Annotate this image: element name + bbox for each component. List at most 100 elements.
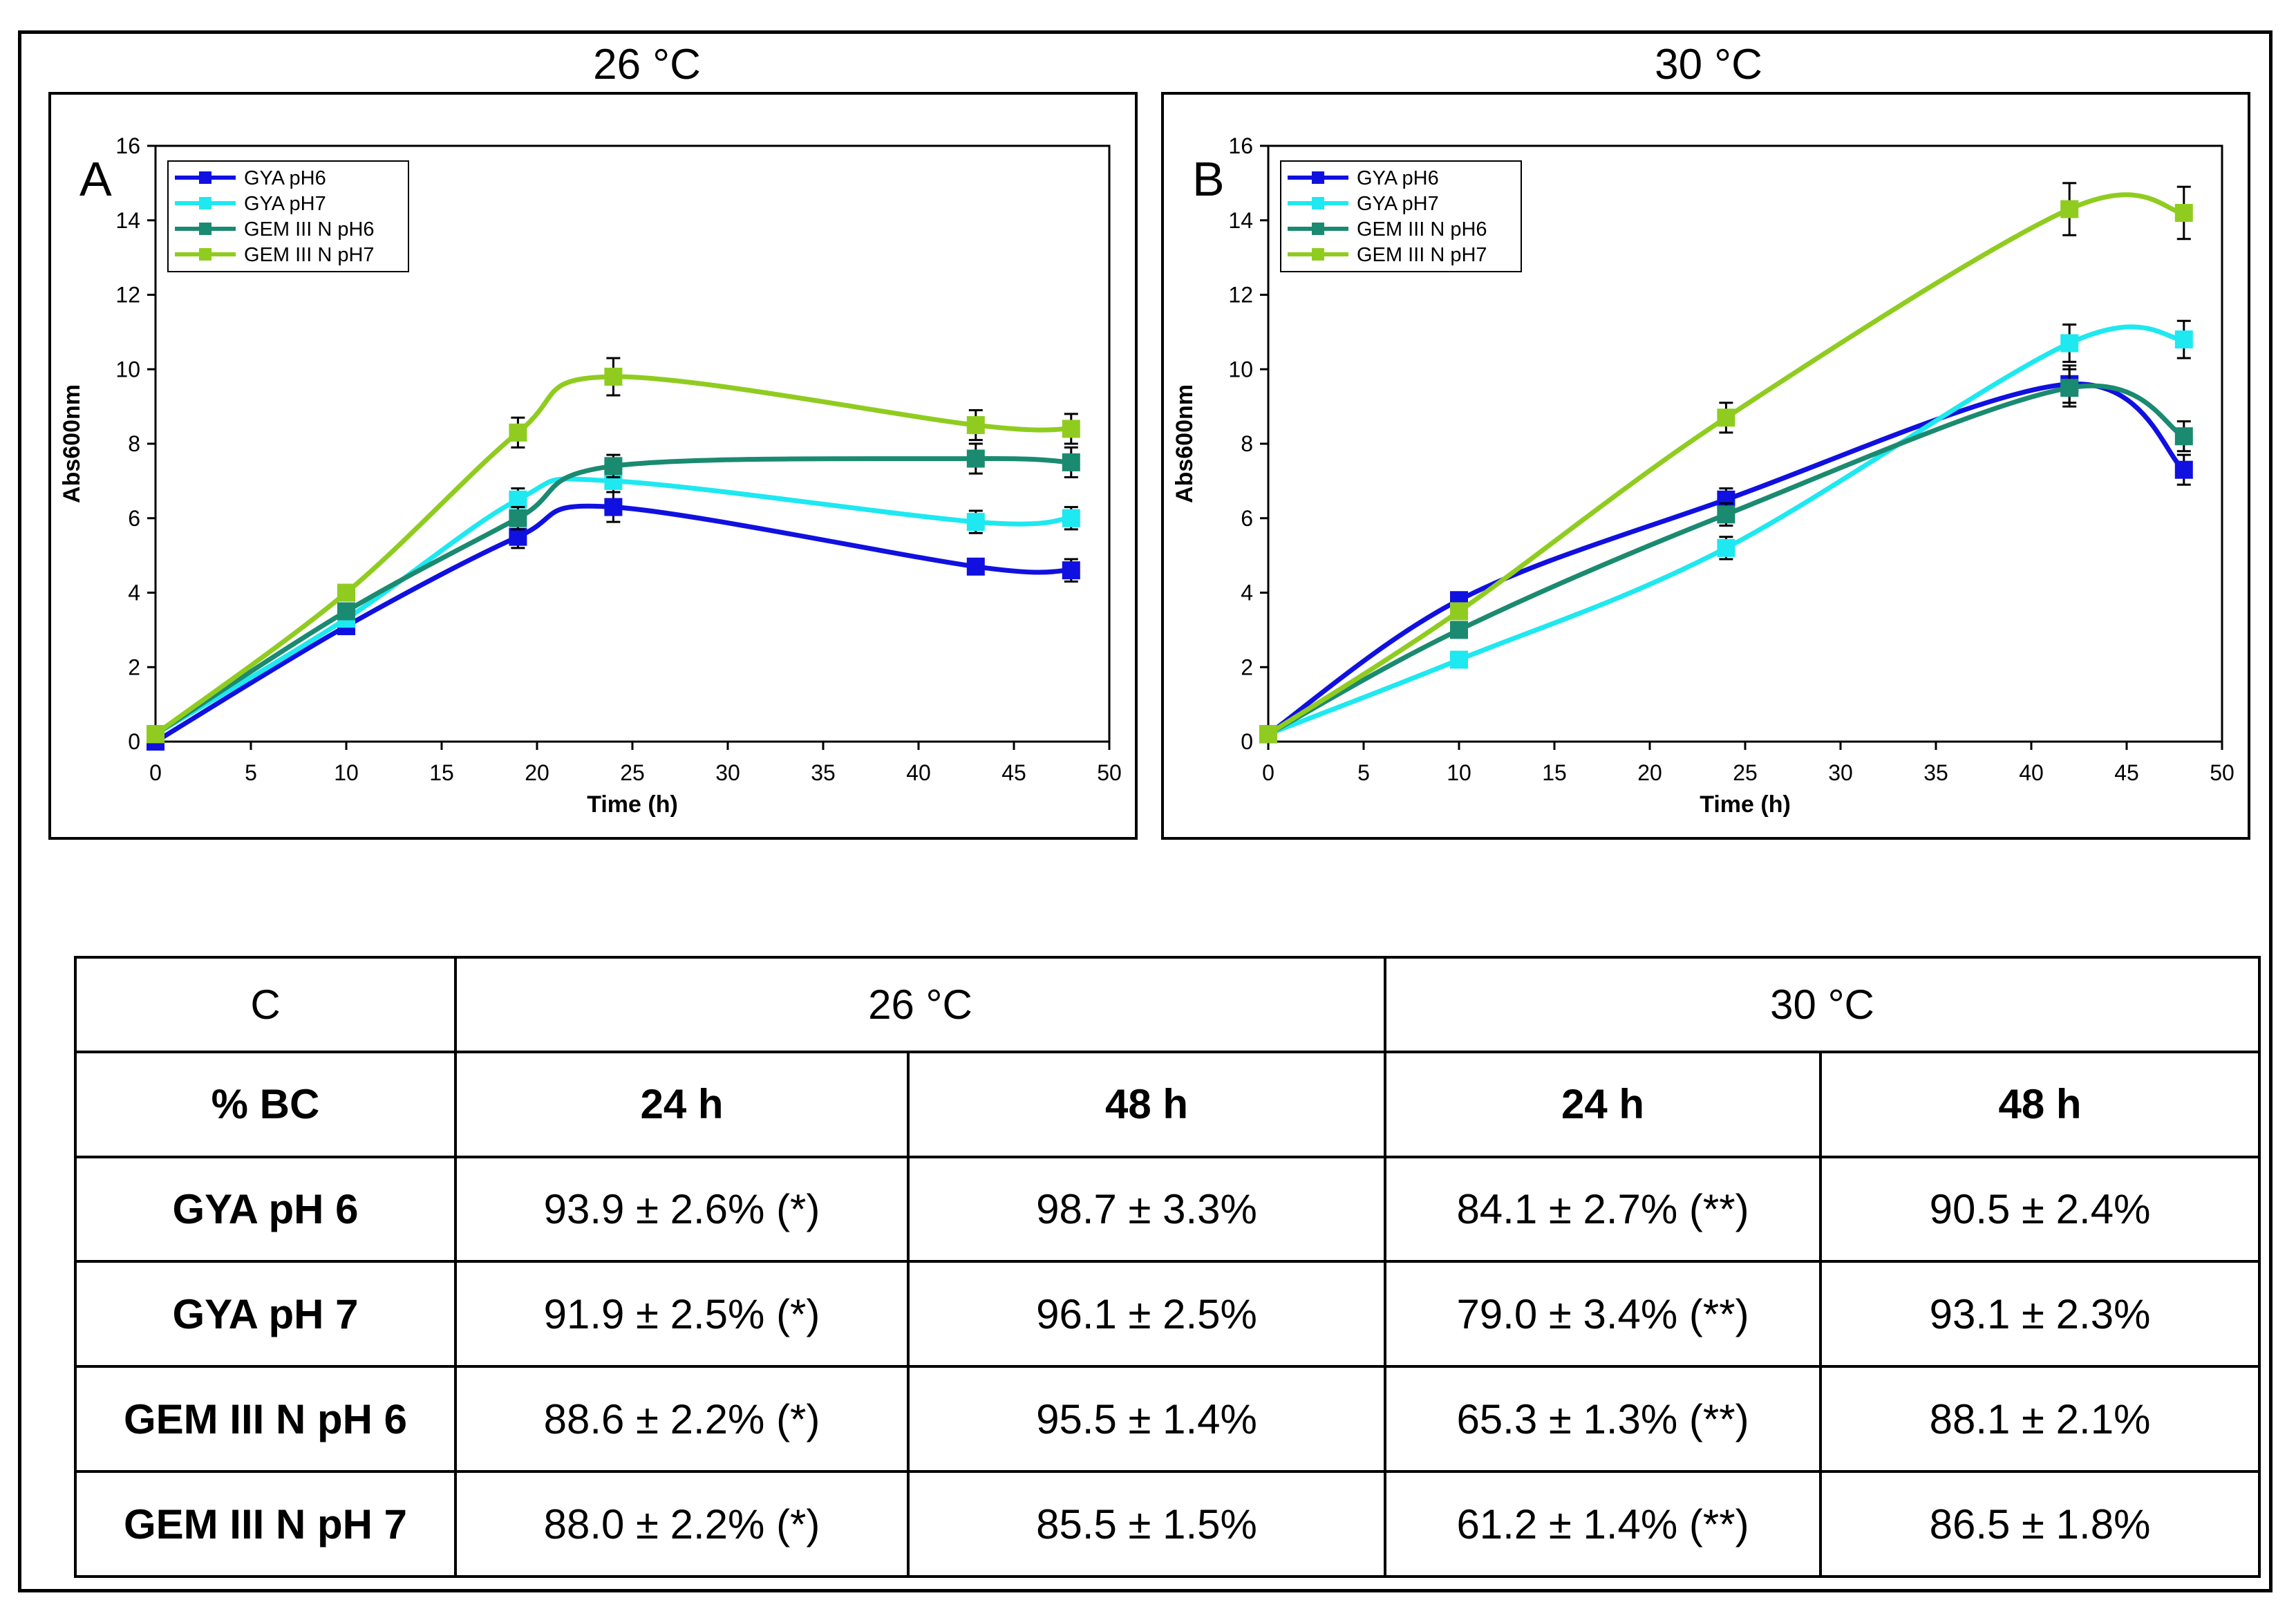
x-tick-label: 5 [245,760,257,785]
legend-marker [199,171,211,184]
data-point [966,416,985,435]
legend-marker [199,223,211,235]
data-point [2174,203,2193,222]
data-point [2174,427,2193,446]
chart-panel-a: 0 2 4 6 8 10 12 14 16 0 5 10 15 20 25 30 35 40 45 50 Time (h… [48,92,1138,840]
data-point [1062,453,1080,471]
data-point [966,513,985,532]
x-axis-label: Time (h) [587,791,678,818]
series-line [153,374,1071,737]
table-cell: 86.5 ± 1.8% [1819,1470,2261,1578]
data-point [1717,505,1735,524]
legend-marker [1312,171,1324,184]
y-tick-label: 16 [115,133,140,158]
x-tick-label: 5 [1357,760,1370,785]
data-point [337,602,355,621]
x-tick-label: 0 [149,760,162,785]
x-tick-label: 25 [1733,760,1758,785]
x-tick-label: 30 [1828,760,1853,785]
x-tick-label: 10 [334,760,359,785]
x-tick-label: 0 [1262,760,1274,785]
table-row-name: GYA pH 7 [74,1260,457,1368]
y-tick-label: 6 [1241,506,1253,531]
x-tick-label: 50 [1097,760,1122,785]
data-point [1062,509,1080,527]
data-point [509,423,527,442]
table-cell: 90.5 ± 2.4% [1819,1155,2261,1263]
table-cell: 88.0 ± 2.2% (*) [454,1470,910,1578]
x-tick-label: 45 [1001,760,1026,785]
y-tick-label: 4 [128,581,140,605]
x-axis-label: Time (h) [1700,791,1791,818]
table-col-header: 24 h [454,1050,910,1158]
x-tick-label: 40 [2019,760,2044,785]
table-cell: 88.6 ± 2.2% (*) [454,1365,910,1474]
x-tick-label: 50 [2210,760,2234,785]
y-tick-label: 14 [1228,208,1253,233]
y-tick-label: 2 [128,655,140,679]
y-tick-label: 16 [1228,133,1253,158]
legend-label: GEM III N pH6 [244,218,375,241]
data-point [1717,408,1735,427]
data-point [604,498,623,516]
data-point [1450,650,1468,669]
table-cell: 93.9 ± 2.6% (*) [454,1155,910,1263]
x-tick-label: 10 [1447,760,1471,785]
chart-panel-b: 0 2 4 6 8 10 12 14 16 0 5 10 15 20 25 30 35 40 45 50 Time (h… [1161,92,2250,840]
table-row-name: GEM III N pH 6 [74,1365,457,1474]
y-tick-label: 0 [128,729,140,754]
data-point [2060,379,2079,397]
panel-label: A [79,152,112,206]
table-col-header: 48 h [1819,1050,2261,1158]
legend-label: GEM III N pH7 [244,244,375,266]
legend-label: GYA pH6 [244,167,326,189]
table-cell: 65.3 ± 1.3% (**) [1384,1365,1823,1474]
data-point [509,490,527,509]
y-tick-label: 8 [1241,431,1253,456]
table-cell: 85.5 ± 1.5% [906,1470,1387,1578]
x-tick-label: 25 [620,760,645,785]
data-point [1717,538,1735,557]
table-label-c: C [74,956,457,1053]
table-row: GYA pH 7 91.9 ± 2.5% (*) 96.1 ± 2.5% 79.… [74,1260,2261,1368]
y-tick-label: 10 [115,357,140,382]
table-cell: 95.5 ± 1.4% [906,1365,1387,1474]
table-cell: 96.1 ± 2.5% [906,1260,1387,1368]
legend-marker [199,197,211,209]
figure-frame [18,30,2273,1592]
legend-marker [1312,248,1324,261]
legend-label: GYA pH6 [1357,167,1439,189]
x-tick-label: 35 [1923,760,1948,785]
table-group-header-30: 30 °C [1384,956,2261,1053]
data-point [509,527,527,546]
y-axis-label: Abs600nm [59,384,85,503]
data-point [1062,561,1080,580]
table-cell: 93.1 ± 2.3% [1819,1260,2261,1368]
legend-label: GYA pH7 [244,193,326,215]
table-cell: 61.2 ± 1.4% (**) [1384,1470,1823,1578]
data-point [1450,602,1468,621]
y-tick-label: 4 [1241,581,1253,605]
y-tick-label: 0 [1241,729,1253,754]
x-tick-label: 15 [1542,760,1567,785]
biomass-table: C 26 °C 30 °C % BC 24 h 48 h 24 h 48 h G… [74,956,2261,1578]
y-tick-label: 14 [115,208,140,233]
table-cell: 91.9 ± 2.5% (*) [454,1260,910,1368]
table-cell: 88.1 ± 2.1% [1819,1365,2261,1474]
data-point [1259,725,1277,744]
table-row: GYA pH 6 93.9 ± 2.6% (*) 98.7 ± 3.3% 84.… [74,1155,2261,1263]
legend-label: GEM III N pH6 [1357,218,1487,241]
table-row-name: GYA pH 6 [74,1155,457,1263]
legend-marker [1312,223,1324,235]
table-row: GEM III N pH 6 88.6 ± 2.2% (*) 95.5 ± 1.… [74,1365,2261,1474]
data-point [2060,334,2079,352]
data-point [337,583,355,602]
table-cell: 84.1 ± 2.7% (**) [1384,1155,1823,1263]
table-col-header: 24 h [1384,1050,1823,1158]
y-tick-label: 12 [115,283,140,308]
table-cell: 79.0 ± 3.4% (**) [1384,1260,1823,1368]
panel-b-temperature-title: 30 °C [1655,41,1762,88]
table-row-header-title: % BC [74,1050,457,1158]
y-tick-label: 10 [1228,357,1253,382]
series-line [154,455,1071,737]
